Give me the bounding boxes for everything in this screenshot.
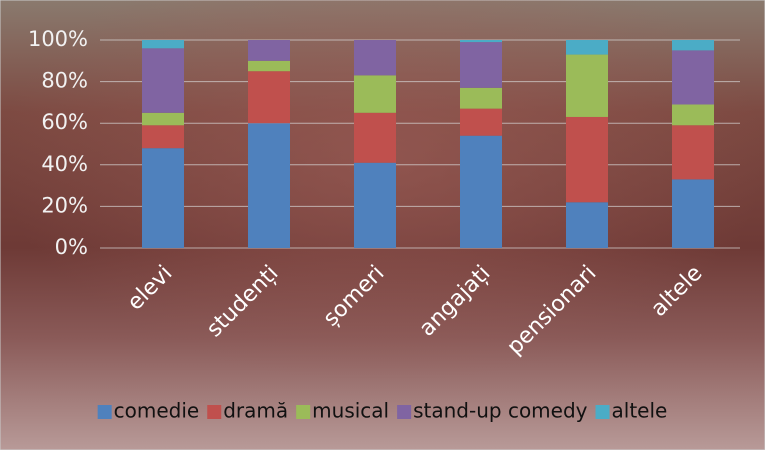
y-tick-label: 20% (41, 193, 88, 217)
y-tick-label: 60% (41, 110, 88, 134)
legend-label: comedie (114, 399, 200, 423)
bar-segment (142, 48, 184, 113)
legend-label: altele (612, 399, 668, 423)
legend-swatch (207, 405, 222, 419)
legend-label: musical (312, 399, 389, 423)
bar-segment (142, 125, 184, 149)
bar-segment (566, 116, 608, 203)
y-tick-label: 100% (28, 27, 88, 51)
bar-segment (142, 112, 184, 126)
legend-swatch (595, 405, 610, 419)
bar-segment (460, 40, 502, 43)
bar-segment (460, 108, 502, 136)
y-tick-label: 40% (41, 152, 88, 176)
bar-segment (460, 87, 502, 109)
bar-segment (566, 40, 608, 55)
bar-segment (248, 40, 290, 61)
legend-swatch (296, 405, 311, 419)
bar-segment (460, 42, 502, 88)
bar-segment (248, 71, 290, 124)
y-tick-label: 80% (41, 69, 88, 93)
bar-segment (354, 40, 396, 76)
bar-segment (248, 123, 290, 248)
bar-segment (566, 202, 608, 248)
legend-label: dramă (223, 399, 288, 423)
legend-swatch (397, 405, 412, 419)
bar-segment (142, 148, 184, 248)
bar-segment (672, 104, 714, 126)
bar-segment (460, 135, 502, 248)
bar-segment (142, 40, 184, 49)
bar-segment (672, 125, 714, 180)
bar-segment (672, 179, 714, 248)
legend-swatch (97, 405, 112, 419)
bar-segment (672, 40, 714, 51)
bar-segment (354, 112, 396, 163)
legend-label: stand-up comedy (413, 399, 588, 423)
bar-segment (354, 75, 396, 113)
bar-segment (672, 50, 714, 105)
bar-segment (566, 54, 608, 117)
y-tick-label: 0% (55, 235, 88, 259)
bar-segment (248, 60, 290, 72)
bar-segment (354, 162, 396, 248)
